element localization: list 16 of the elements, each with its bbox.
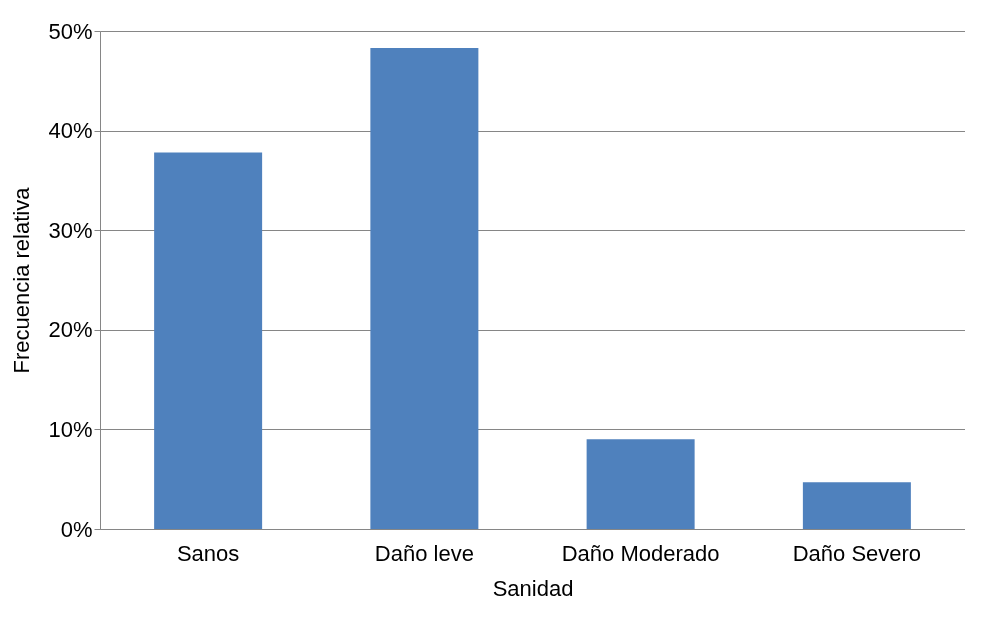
y-tick-label: 50% bbox=[48, 18, 93, 44]
x-tick-label: Daño Severo bbox=[792, 540, 922, 566]
y-tick-label: 30% bbox=[48, 217, 93, 243]
y-tick-label: 10% bbox=[48, 416, 93, 442]
x-tick-label: Daño Moderado bbox=[561, 540, 720, 566]
bar bbox=[586, 439, 695, 529]
bar bbox=[154, 152, 263, 529]
y-tick-label: 20% bbox=[48, 317, 93, 343]
x-tick-label: Sanos bbox=[176, 540, 240, 566]
x-tick-label: Daño leve bbox=[374, 540, 474, 566]
y-axis-title: Frecuencia relativa bbox=[9, 186, 35, 374]
y-tick-label: 40% bbox=[48, 118, 93, 144]
y-tick-label: 0% bbox=[60, 516, 93, 542]
x-axis-title: Sanidad bbox=[492, 575, 574, 601]
bar bbox=[802, 482, 911, 529]
bar bbox=[370, 47, 479, 529]
